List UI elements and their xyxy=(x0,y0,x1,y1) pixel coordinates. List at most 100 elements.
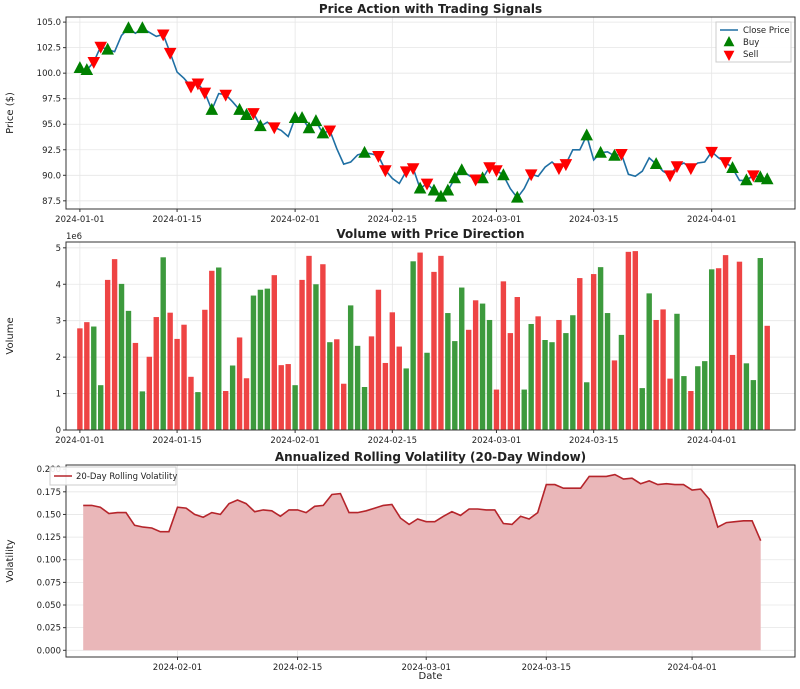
volume-bar xyxy=(264,288,271,430)
x-tick-label: 2024-02-15 xyxy=(368,215,417,225)
buy-signal-marker xyxy=(649,157,663,169)
sell-signal-marker xyxy=(379,165,392,178)
volume-bar xyxy=(375,289,382,430)
legend-label: Sell xyxy=(743,50,758,60)
sell-signal-marker xyxy=(615,148,628,161)
volume-bar xyxy=(125,310,132,430)
buy-signal-marker xyxy=(760,172,774,185)
volume-bar xyxy=(216,267,222,430)
volume-bar xyxy=(229,365,236,430)
x-tick-label: 2024-02-15 xyxy=(273,663,322,673)
x-tick-label: 2024-02-01 xyxy=(270,215,319,225)
buy-signal-marker xyxy=(295,111,309,124)
volume-bar xyxy=(743,363,750,430)
sell-signal-marker xyxy=(184,81,198,94)
volume-bar xyxy=(410,261,416,430)
legend-label: Buy xyxy=(743,38,759,48)
volume-bar xyxy=(320,264,326,430)
y-tick-label: 0.175 xyxy=(37,488,61,498)
sell-signal-marker xyxy=(191,78,205,91)
x-tick-label: 2024-04-01 xyxy=(667,663,716,673)
volume-bar xyxy=(653,319,659,430)
x-axis-label: Date xyxy=(419,671,443,682)
buy-signal-marker xyxy=(122,21,135,34)
volume-bar xyxy=(667,378,673,430)
volume-bar xyxy=(514,297,520,430)
y-tick-label: 92.5 xyxy=(42,146,61,156)
buy-signal-marker xyxy=(302,121,316,134)
buy-signal-marker xyxy=(510,190,524,203)
volume-bar xyxy=(118,283,125,430)
volume-bar xyxy=(174,338,180,430)
legend: Close Price Buy Sell xyxy=(715,21,792,63)
volume-bar xyxy=(542,340,548,430)
y-tick-label: 2 xyxy=(56,353,61,363)
buy-signal-marker xyxy=(753,170,767,183)
sell-signal-marker xyxy=(469,174,482,187)
volume-bar xyxy=(202,309,208,430)
legend-buy-swatch xyxy=(723,36,735,47)
buy-signal-marker xyxy=(441,183,455,196)
sell-signal-marker xyxy=(156,29,170,42)
sell-signal-marker xyxy=(490,165,503,178)
volume-bar xyxy=(195,392,201,430)
y-tick-label: 102.5 xyxy=(37,44,61,54)
volume-bar xyxy=(341,383,347,430)
volume-bar xyxy=(625,251,632,430)
legend: 20-Day Rolling Volatility xyxy=(49,466,177,486)
legend-label: 20-Day Rolling Volatility xyxy=(76,472,177,482)
sell-signal-marker xyxy=(747,170,760,183)
volume-bar xyxy=(681,376,687,430)
volume-bar xyxy=(98,385,104,430)
volume-bar xyxy=(431,271,437,430)
volume-bar xyxy=(660,309,666,430)
plot-border xyxy=(65,241,796,431)
x-tick-label: 2024-01-01 xyxy=(55,436,104,446)
y-tick-label: 5 xyxy=(56,244,61,254)
volume-bar xyxy=(590,274,597,430)
volume-bar xyxy=(167,312,173,430)
volume-bar xyxy=(584,382,590,430)
volume-bar xyxy=(438,255,444,430)
volume-bar xyxy=(368,336,375,430)
sell-signal-marker xyxy=(559,159,573,172)
close-price-line xyxy=(79,27,768,200)
volume-bar xyxy=(597,267,604,430)
volume-bar xyxy=(604,313,611,430)
volume-bar xyxy=(222,391,229,430)
buy-signal-marker xyxy=(434,189,448,202)
buy-signal-marker xyxy=(358,145,371,158)
y-tick-label: 1 xyxy=(56,390,61,400)
volume-bar xyxy=(750,380,757,430)
sell-signal-marker xyxy=(267,122,281,135)
x-tick-label: 2024-01-15 xyxy=(152,215,201,225)
volume-bar xyxy=(556,319,562,430)
volume-bar xyxy=(278,365,284,430)
x-tick-label: 2024-01-01 xyxy=(55,215,104,225)
buy-signal-marker xyxy=(233,102,246,115)
y-tick-label: 97.5 xyxy=(42,95,61,105)
buy-signal-marker xyxy=(240,108,253,120)
y-tick-label: 100.0 xyxy=(37,69,61,79)
sell-signal-marker xyxy=(670,161,684,174)
volume-bar xyxy=(715,268,722,430)
volume-bar xyxy=(639,388,645,430)
volume-bar xyxy=(577,278,583,430)
volume-bar xyxy=(271,275,277,430)
panel-3: 0.000 0.025 0.050 0.075 0.100 0.125 0.150 0.175… xyxy=(5,450,796,682)
volume-bar xyxy=(486,319,493,430)
y-tick-label: 90.0 xyxy=(42,171,61,181)
volume-bar xyxy=(146,356,153,430)
y-axis-label: Volatility xyxy=(5,539,16,582)
volume-bar xyxy=(465,329,472,430)
buy-signal-marker xyxy=(726,161,739,174)
volume-bar xyxy=(757,258,763,430)
y-tick-label: 0.125 xyxy=(37,533,61,543)
volume-bar xyxy=(618,334,625,430)
volume-bar xyxy=(646,293,652,430)
volume-bar xyxy=(209,270,215,430)
y-tick-label: 95.0 xyxy=(42,120,61,130)
volume-bar xyxy=(764,325,770,430)
panel-1: 87.5 90.0 92.5 95.0 97.5 100.0 102.5 105.0 2024-… xyxy=(5,2,796,225)
